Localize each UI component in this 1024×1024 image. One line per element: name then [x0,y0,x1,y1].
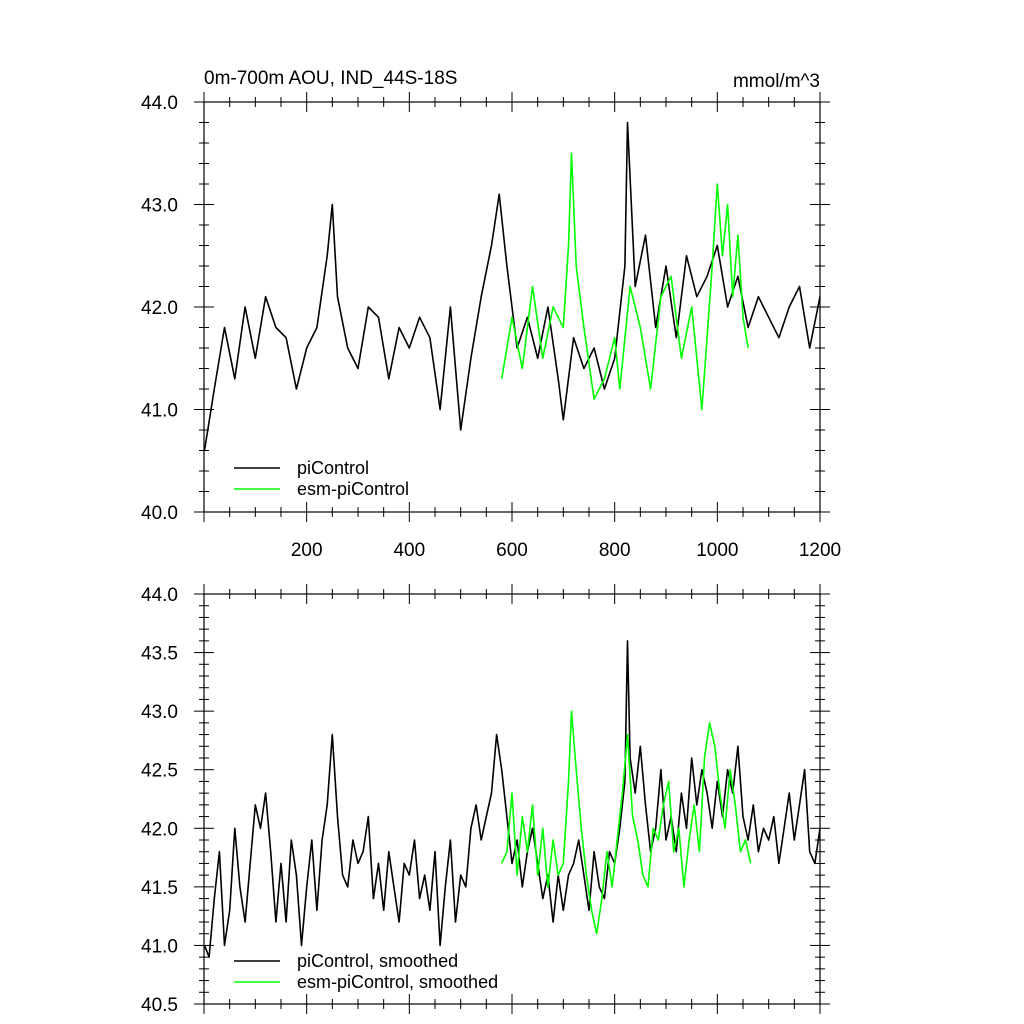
x-tick-label: 1000 [696,540,738,561]
axis-ticks: 40.5 41.0 41.5 42.0 42.5 43.0 43.5 44.0 [141,584,830,1016]
legend-label: esm-piControl, smoothed [297,972,498,992]
y-tick-label: 43.5 [141,644,178,665]
legend-label: piControl, smoothed [297,951,458,971]
y-tick-label: 41.5 [141,878,178,899]
y-tick-label: 40.5 [141,995,178,1016]
y-tick-label: 41.0 [141,401,178,422]
chart-title: 0m-700m AOU, IND_44S-18S [204,68,457,89]
series-line-0 [203,121,821,451]
x-tick-label: 1200 [799,540,841,561]
y-tick-label: 40.0 [141,503,178,524]
x-tick-label: 600 [496,540,528,561]
series-group [203,640,821,958]
top-panel: 0m-700m AOU, IND_44S-18S mmol/m^3 200 400… [141,68,841,561]
y-tick-label: 41.0 [141,936,178,957]
bottom-panel: 40.5 41.0 41.5 42.0 42.5 43.0 43.5 44.0 piContr… [141,584,830,1016]
y-tick-label: 44.0 [141,585,178,606]
y-tick-label: 42.0 [141,819,178,840]
y-tick-label: 42.5 [141,761,178,782]
series-line-0 [203,640,821,958]
legend-label: esm-piControl [297,479,409,499]
legend-label: piControl [297,458,369,478]
series-line-1 [500,710,752,935]
units-label: mmol/m^3 [733,71,820,92]
y-tick-label: 44.0 [141,93,178,114]
series-line-1 [500,152,749,411]
x-tick-label: 800 [599,540,631,561]
y-tick-label: 43.0 [141,702,178,723]
y-tick-label: 43.0 [141,196,178,217]
y-tick-label: 42.0 [141,298,178,319]
series-group [203,121,821,451]
x-tick-label: 200 [291,540,323,561]
x-tick-label: 400 [393,540,425,561]
axis-ticks: 200 400 600 800 1000 1200 40.0 41.0 42.0 43.0 44.0 [141,92,841,561]
